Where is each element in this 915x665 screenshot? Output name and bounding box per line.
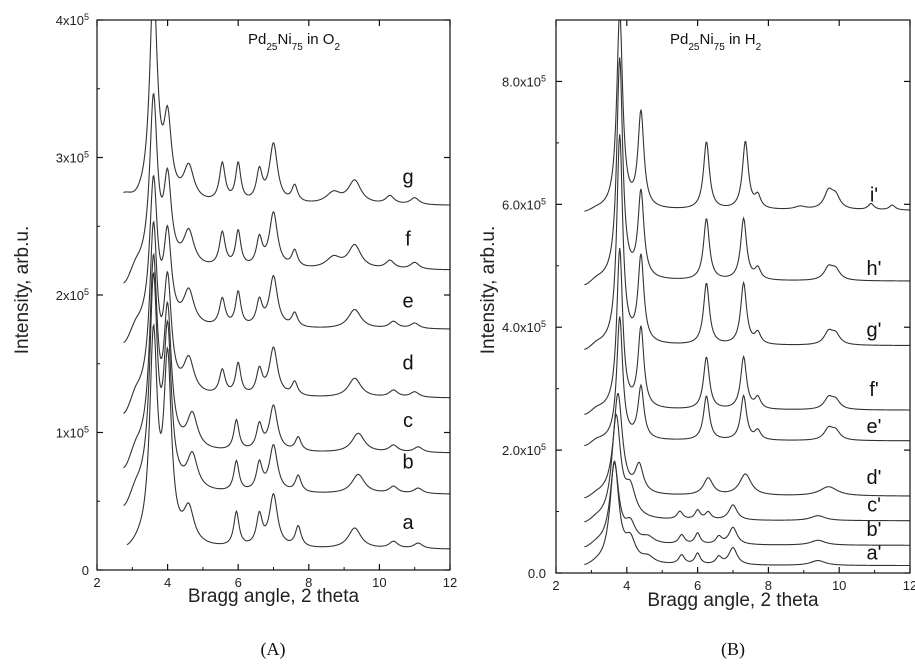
curve-label: d' xyxy=(867,467,882,489)
curve-label: b' xyxy=(867,519,882,541)
x-tick-label: 6 xyxy=(694,578,701,593)
x-axis-title: Bragg angle, 2 theta xyxy=(188,586,360,607)
y-tick-label: 1x105 xyxy=(56,425,89,441)
curve-h-prime xyxy=(584,57,910,286)
x-tick-label: 4 xyxy=(623,578,630,593)
curve-c xyxy=(123,252,450,469)
curve-label: e' xyxy=(867,416,882,438)
curve-a-prime xyxy=(584,460,910,567)
curve-label: h' xyxy=(867,258,882,280)
x-tick-label: 10 xyxy=(832,578,846,593)
curve-b-prime xyxy=(584,462,910,548)
x-tick-label: 8 xyxy=(305,575,312,590)
y-tick-label: 3x105 xyxy=(56,150,89,166)
x-axis-title: Bragg angle, 2 theta xyxy=(647,590,819,611)
curve-e xyxy=(123,174,450,344)
curves xyxy=(584,20,910,567)
curve-c-prime xyxy=(584,413,910,523)
curve-e-prime xyxy=(584,316,910,447)
panel-caption: (B) xyxy=(721,639,745,660)
curve-label: a' xyxy=(867,542,882,564)
curve-g xyxy=(123,20,450,206)
curve-f xyxy=(123,92,450,284)
curve-a xyxy=(126,322,450,550)
x-tick-label: 4 xyxy=(164,575,171,590)
curve-label: d xyxy=(402,352,413,374)
curve-d xyxy=(123,220,450,414)
y-tick-label: 8.0x105 xyxy=(502,73,546,89)
y-tick-label: 0.0 xyxy=(528,566,546,581)
curve-label: e xyxy=(402,290,413,312)
y-tick-label: 2x105 xyxy=(56,287,89,303)
y-axis-title: Intensity, arb.u. xyxy=(478,226,499,355)
y-tick-label: 4x105 xyxy=(56,12,89,28)
panel-caption: (A) xyxy=(261,639,286,660)
curve-label: g' xyxy=(867,319,882,341)
curve-d-prime xyxy=(584,393,910,499)
chart-title: Pd25Ni75 in O2 xyxy=(248,31,340,53)
curves xyxy=(123,20,450,550)
curve-label: g xyxy=(402,167,413,189)
curve-b xyxy=(123,271,450,506)
x-tick-label: 2 xyxy=(552,578,559,593)
chart-panel-b: a'b'c' d' e' f' g' h' i' 2 4 6 8 10 12 0.0 2.0x105 4.0x… xyxy=(478,19,915,660)
x-tick-label: 6 xyxy=(235,575,242,590)
chart-title: Pd25Ni75 in H2 xyxy=(670,31,762,53)
y-tick-label: 0 xyxy=(82,563,89,578)
y-tick-label: 2.0x105 xyxy=(502,442,546,458)
x-tick-label: 2 xyxy=(93,575,100,590)
curve-label: c xyxy=(403,410,413,432)
curve-i-prime xyxy=(584,20,910,212)
y-tick-label: 6.0x105 xyxy=(502,196,546,212)
x-tick-label: 8 xyxy=(765,578,772,593)
y-tick-label: 4.0x105 xyxy=(502,319,546,335)
curve-g-prime xyxy=(584,134,910,350)
curve-label: b xyxy=(402,451,413,473)
curve-label: i' xyxy=(870,184,878,206)
curve-label: f xyxy=(405,229,411,251)
chart-panel-a: a bc d e f g 2 4 6 8 10 12 0 1x105 2x105 3x105 4x105 Brag… xyxy=(12,12,457,660)
x-tick-label: 12 xyxy=(903,578,915,593)
x-tick-label: 10 xyxy=(372,575,386,590)
curve-f-prime xyxy=(584,248,910,415)
y-axis-title: Intensity, arb.u. xyxy=(12,226,33,355)
curve-label: c' xyxy=(867,495,881,517)
curve-label: a xyxy=(402,512,414,534)
x-tick-label: 12 xyxy=(443,575,457,590)
curve-label: f' xyxy=(869,379,878,401)
